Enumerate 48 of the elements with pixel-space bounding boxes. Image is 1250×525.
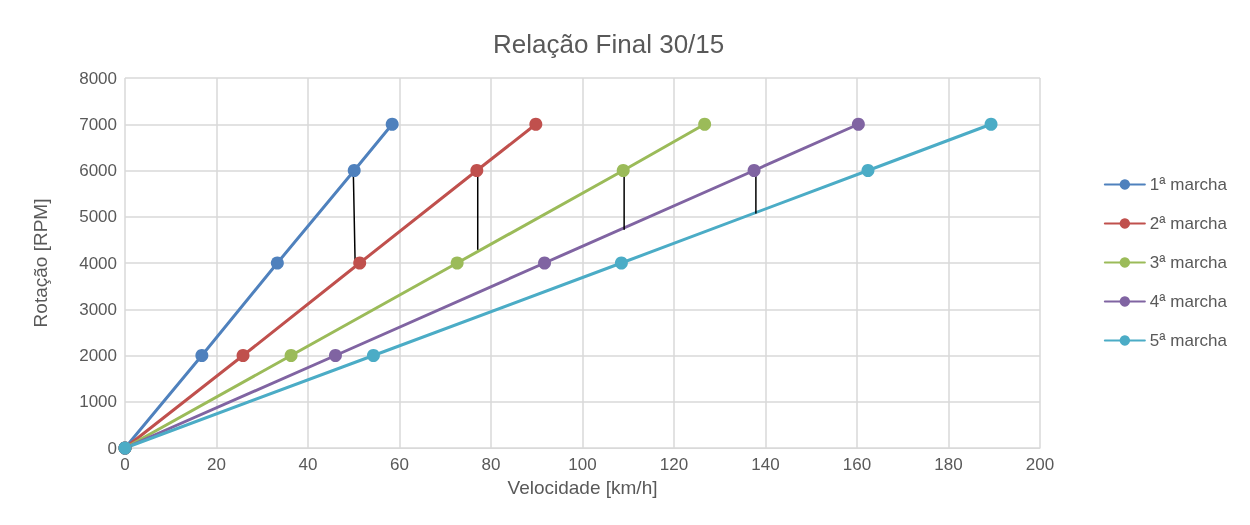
y-tick-label: 6000: [79, 161, 117, 180]
point: [347, 164, 361, 177]
point: [385, 117, 399, 131]
x-tick-label: 60: [390, 455, 409, 474]
y-tick-label: 3000: [79, 299, 117, 319]
legend-label: 5ª marcha: [1149, 331, 1228, 350]
x-tick-label: 0: [120, 455, 130, 474]
chart-title: Relação Final 30/15: [493, 29, 725, 59]
point: [366, 349, 380, 362]
x-axis-title: Velocidade [km/h]: [507, 476, 658, 498]
point: [470, 164, 484, 177]
point: [616, 164, 630, 177]
point: [747, 164, 761, 177]
legend-label: 1ª marcha: [1149, 175, 1228, 194]
point: [270, 256, 284, 270]
x-tick-label: 140: [751, 455, 780, 474]
x-tick-label: 200: [1025, 455, 1055, 474]
point: [851, 117, 865, 131]
point: [284, 349, 298, 362]
x-tick-label: 100: [568, 455, 597, 474]
point: [450, 256, 464, 270]
x-tick-label: 120: [659, 455, 689, 474]
x-tick-label: 20: [207, 455, 226, 474]
y-tick-label: 8000: [79, 68, 117, 88]
y-tick-label: 7000: [79, 114, 117, 134]
x-tick-label: 180: [934, 455, 963, 474]
point: [236, 349, 250, 362]
point: [529, 117, 543, 131]
legend-label: 3ª marcha: [1149, 253, 1228, 272]
point: [861, 164, 875, 177]
legend-label: 2ª marcha: [1149, 214, 1228, 233]
y-tick-label: 1000: [79, 392, 117, 412]
y-axis-title: Rotação [RPM]: [30, 198, 51, 328]
point: [538, 256, 552, 270]
y-tick-label: 5000: [79, 207, 117, 227]
y-tick-label: 2000: [79, 346, 117, 365]
point: [984, 117, 998, 131]
point: [195, 349, 209, 362]
y-tick-label: 4000: [79, 253, 117, 273]
legend-label: 4ª marcha: [1149, 292, 1228, 311]
point: [614, 256, 628, 270]
x-tick-label: 40: [298, 455, 318, 474]
x-tick-label: 80: [481, 455, 501, 474]
y-tick-label: 0: [107, 438, 117, 458]
point: [353, 256, 367, 270]
point: [328, 349, 342, 362]
point: [698, 117, 712, 131]
x-tick-label: 160: [842, 455, 872, 474]
